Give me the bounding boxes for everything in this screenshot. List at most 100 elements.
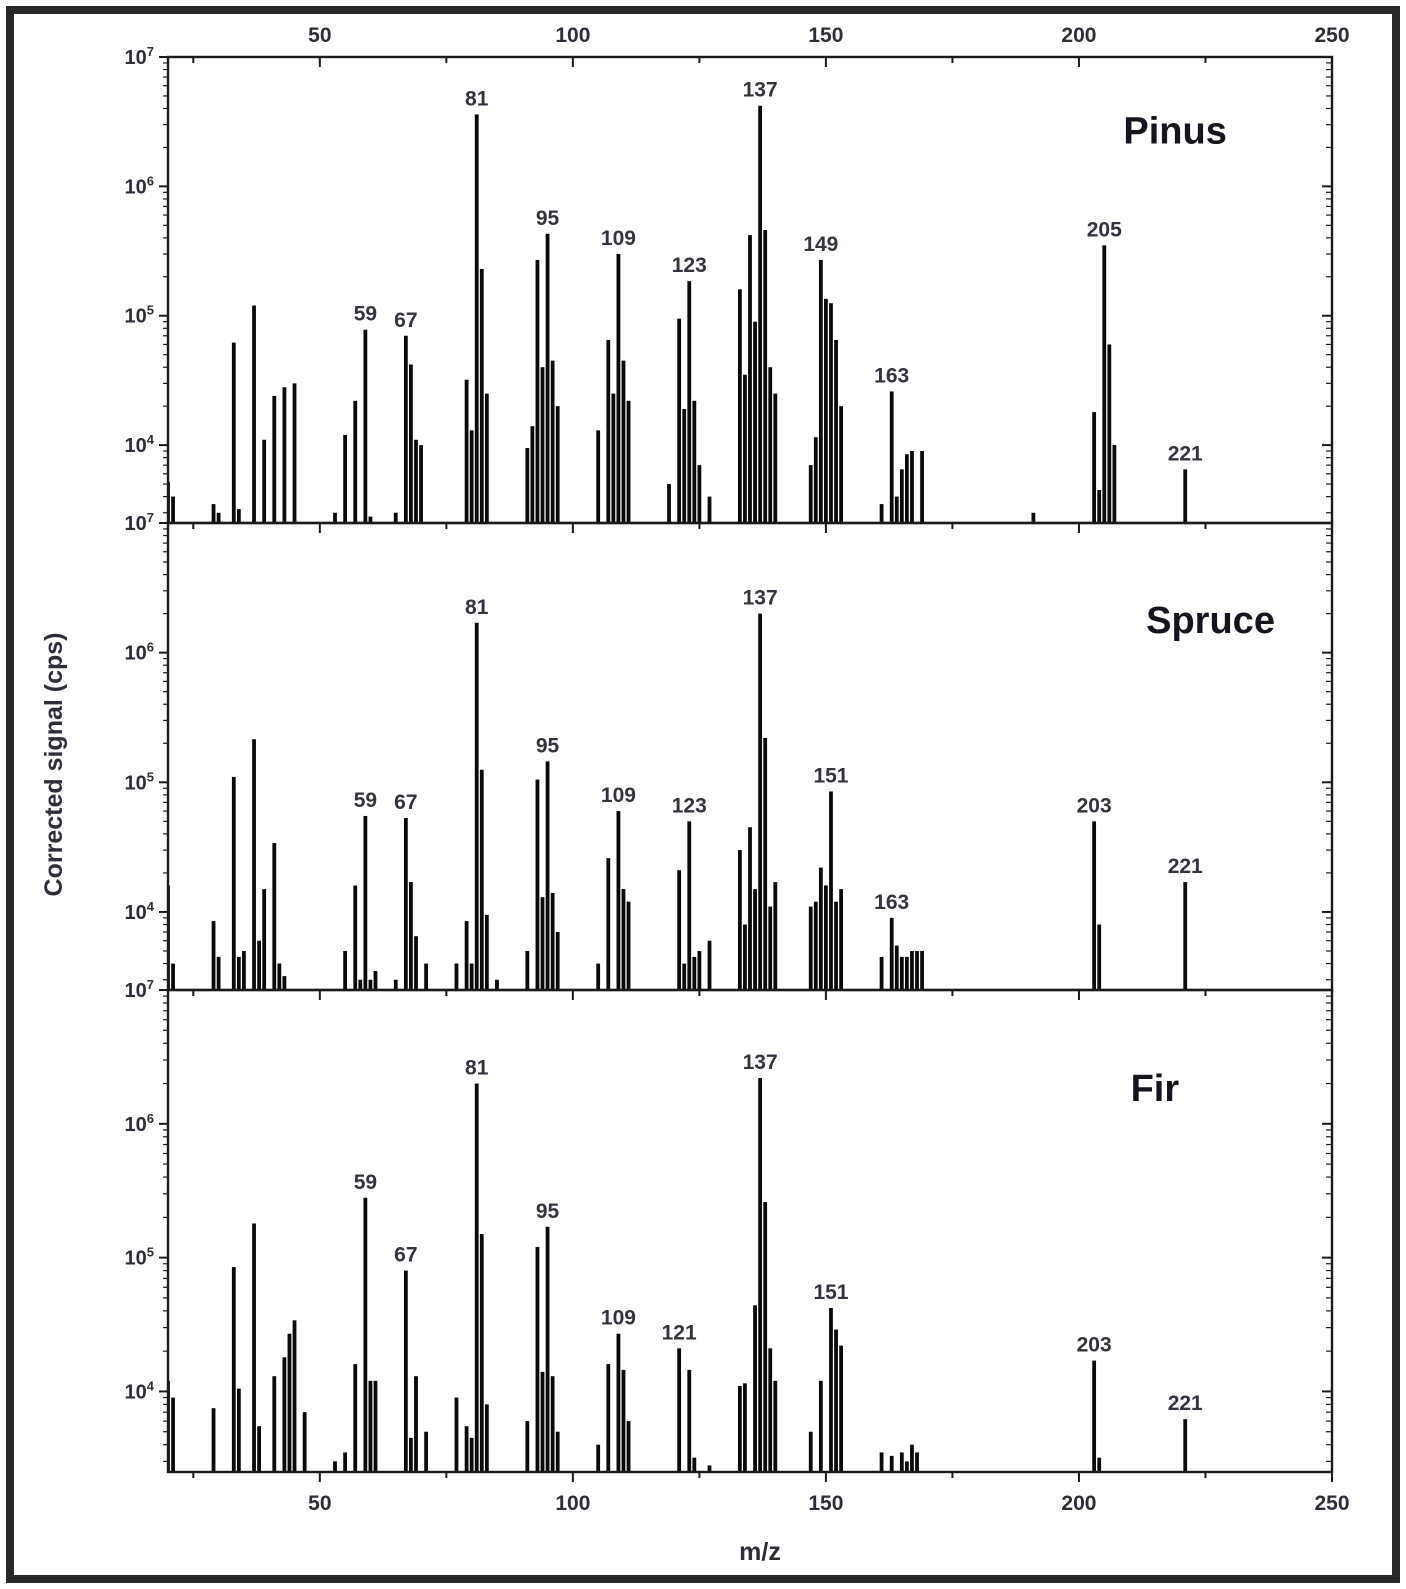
spectrum-bar: [904, 956, 909, 990]
y-axis-ticks: [159, 56, 1332, 447]
x-tick-label: 200: [1061, 1492, 1096, 1515]
spectrum-bar: [743, 374, 747, 523]
spectrum-bar: [687, 281, 692, 523]
spectrum-bar: [368, 1380, 373, 1472]
x-axis-ticks: [192, 523, 1333, 533]
spectrum-bar: [363, 815, 368, 990]
spectrum-bar: [839, 889, 843, 990]
spectrum-bar: [596, 1444, 601, 1472]
spectrum-bar: [889, 917, 894, 990]
spectrum-bar: [277, 963, 282, 990]
spectrum-bar: [236, 956, 241, 990]
top-axis-labels: 50 100 150 200 250: [308, 24, 1349, 47]
spectrum-bar: [262, 889, 267, 990]
spectrum-bar: [1102, 245, 1107, 523]
y-tick-label: 105: [125, 1245, 154, 1270]
spectrum-bar: [343, 950, 348, 990]
spectrum-bar: [550, 360, 555, 523]
panel-title-spruce: Spruce: [1146, 600, 1275, 642]
spectrum-bar: [606, 339, 611, 523]
y-tick-label: 106: [125, 173, 154, 198]
peak-label: 121: [662, 1321, 697, 1344]
spectrum-bar: [282, 387, 287, 523]
spectrum-bar: [414, 439, 418, 523]
spectrum-bar: [272, 1376, 277, 1472]
spectrum-bar: [171, 496, 175, 523]
spectrum-bar: [555, 1431, 560, 1472]
spectrum-bar: [899, 1452, 904, 1472]
spectrum-bar: [894, 945, 899, 990]
x-tick-label: 250: [1314, 24, 1349, 47]
panel-title-pinus: Pinus: [1123, 111, 1226, 153]
spectrum-bar: [596, 430, 601, 523]
spectrum-bar: [231, 776, 236, 990]
spectrum-bar: [829, 791, 833, 990]
spectrum-bar: [1092, 1360, 1097, 1472]
bars-spruce: [168, 613, 1188, 990]
spectrum-bar: [257, 1426, 261, 1472]
spectrum-bar: [707, 1465, 712, 1472]
spectrum-bar: [889, 391, 894, 523]
spectrum-bar: [616, 254, 621, 523]
spectrum-bar: [479, 1234, 484, 1472]
spectrum-bar: [626, 400, 631, 523]
spectrum-bar: [403, 335, 408, 523]
spectrum-bar: [545, 761, 550, 990]
spectrum-bar: [474, 114, 479, 523]
spectrum-bar: [824, 885, 828, 990]
bottom-axis-labels: 50 100 150 200 250: [308, 1492, 1349, 1515]
spectrum-bar: [748, 235, 752, 523]
peak-label: 109: [601, 1307, 636, 1330]
spectrum-bar: [403, 818, 408, 990]
spectrum-bar: [682, 963, 687, 990]
spectrum-bar: [236, 1388, 241, 1472]
spectrum-bar: [773, 882, 778, 990]
spectrum-bar: [829, 303, 833, 523]
spectrum-bar: [464, 921, 469, 990]
y-tick-label: 105: [125, 769, 154, 794]
spectrum-bar: [550, 892, 555, 990]
spectrum-bar: [495, 979, 499, 990]
spectrum-bar: [464, 379, 469, 523]
spectrum-bar: [606, 858, 611, 990]
spectrum-bar: [484, 393, 489, 523]
spectrum-bar: [409, 1437, 413, 1472]
spectrum-bar: [677, 1348, 682, 1472]
spectrum-bar: [530, 426, 535, 523]
spectrum-bar: [171, 1397, 175, 1472]
peak-label: 203: [1077, 1334, 1112, 1357]
spectrum-bar: [737, 1385, 742, 1472]
spectrum-bar: [353, 1364, 358, 1472]
x-tick-label: 50: [308, 1492, 331, 1515]
spectrum-bar: [773, 393, 778, 523]
spectrum-bar: [839, 1345, 843, 1472]
spectrum-bar: [910, 451, 914, 523]
peak-label: 59: [354, 303, 377, 326]
y-minor-ticks: [163, 528, 1332, 981]
spectrum-bar: [687, 1369, 692, 1472]
spectrum-bar: [758, 105, 763, 523]
spectrum-bar: [621, 360, 626, 523]
spectrum-bar: [758, 613, 763, 990]
spectrum-bar: [358, 979, 363, 990]
spectrum-bar: [1183, 882, 1188, 990]
figure-border: [6, 6, 1400, 1583]
peak-label: 95: [536, 207, 560, 230]
spectrum-bar: [343, 1452, 348, 1472]
spectrum-bar: [879, 1452, 884, 1472]
spectrum-bar: [1097, 489, 1102, 523]
spectrum-bar: [555, 932, 560, 990]
spectrum-bar: [616, 1333, 621, 1472]
peak-label: 151: [813, 764, 848, 787]
spectrum-bar: [606, 1364, 611, 1472]
spectrum-bar: [409, 364, 413, 523]
peak-label: 163: [874, 364, 909, 387]
peak-label: 151: [813, 1281, 848, 1304]
spectrum-bar: [272, 843, 277, 990]
spectrum-bar: [753, 889, 757, 990]
y-tick-label: 105: [125, 303, 154, 328]
spectrum-bar: [1112, 445, 1117, 523]
spectrum-bar: [525, 1421, 530, 1472]
